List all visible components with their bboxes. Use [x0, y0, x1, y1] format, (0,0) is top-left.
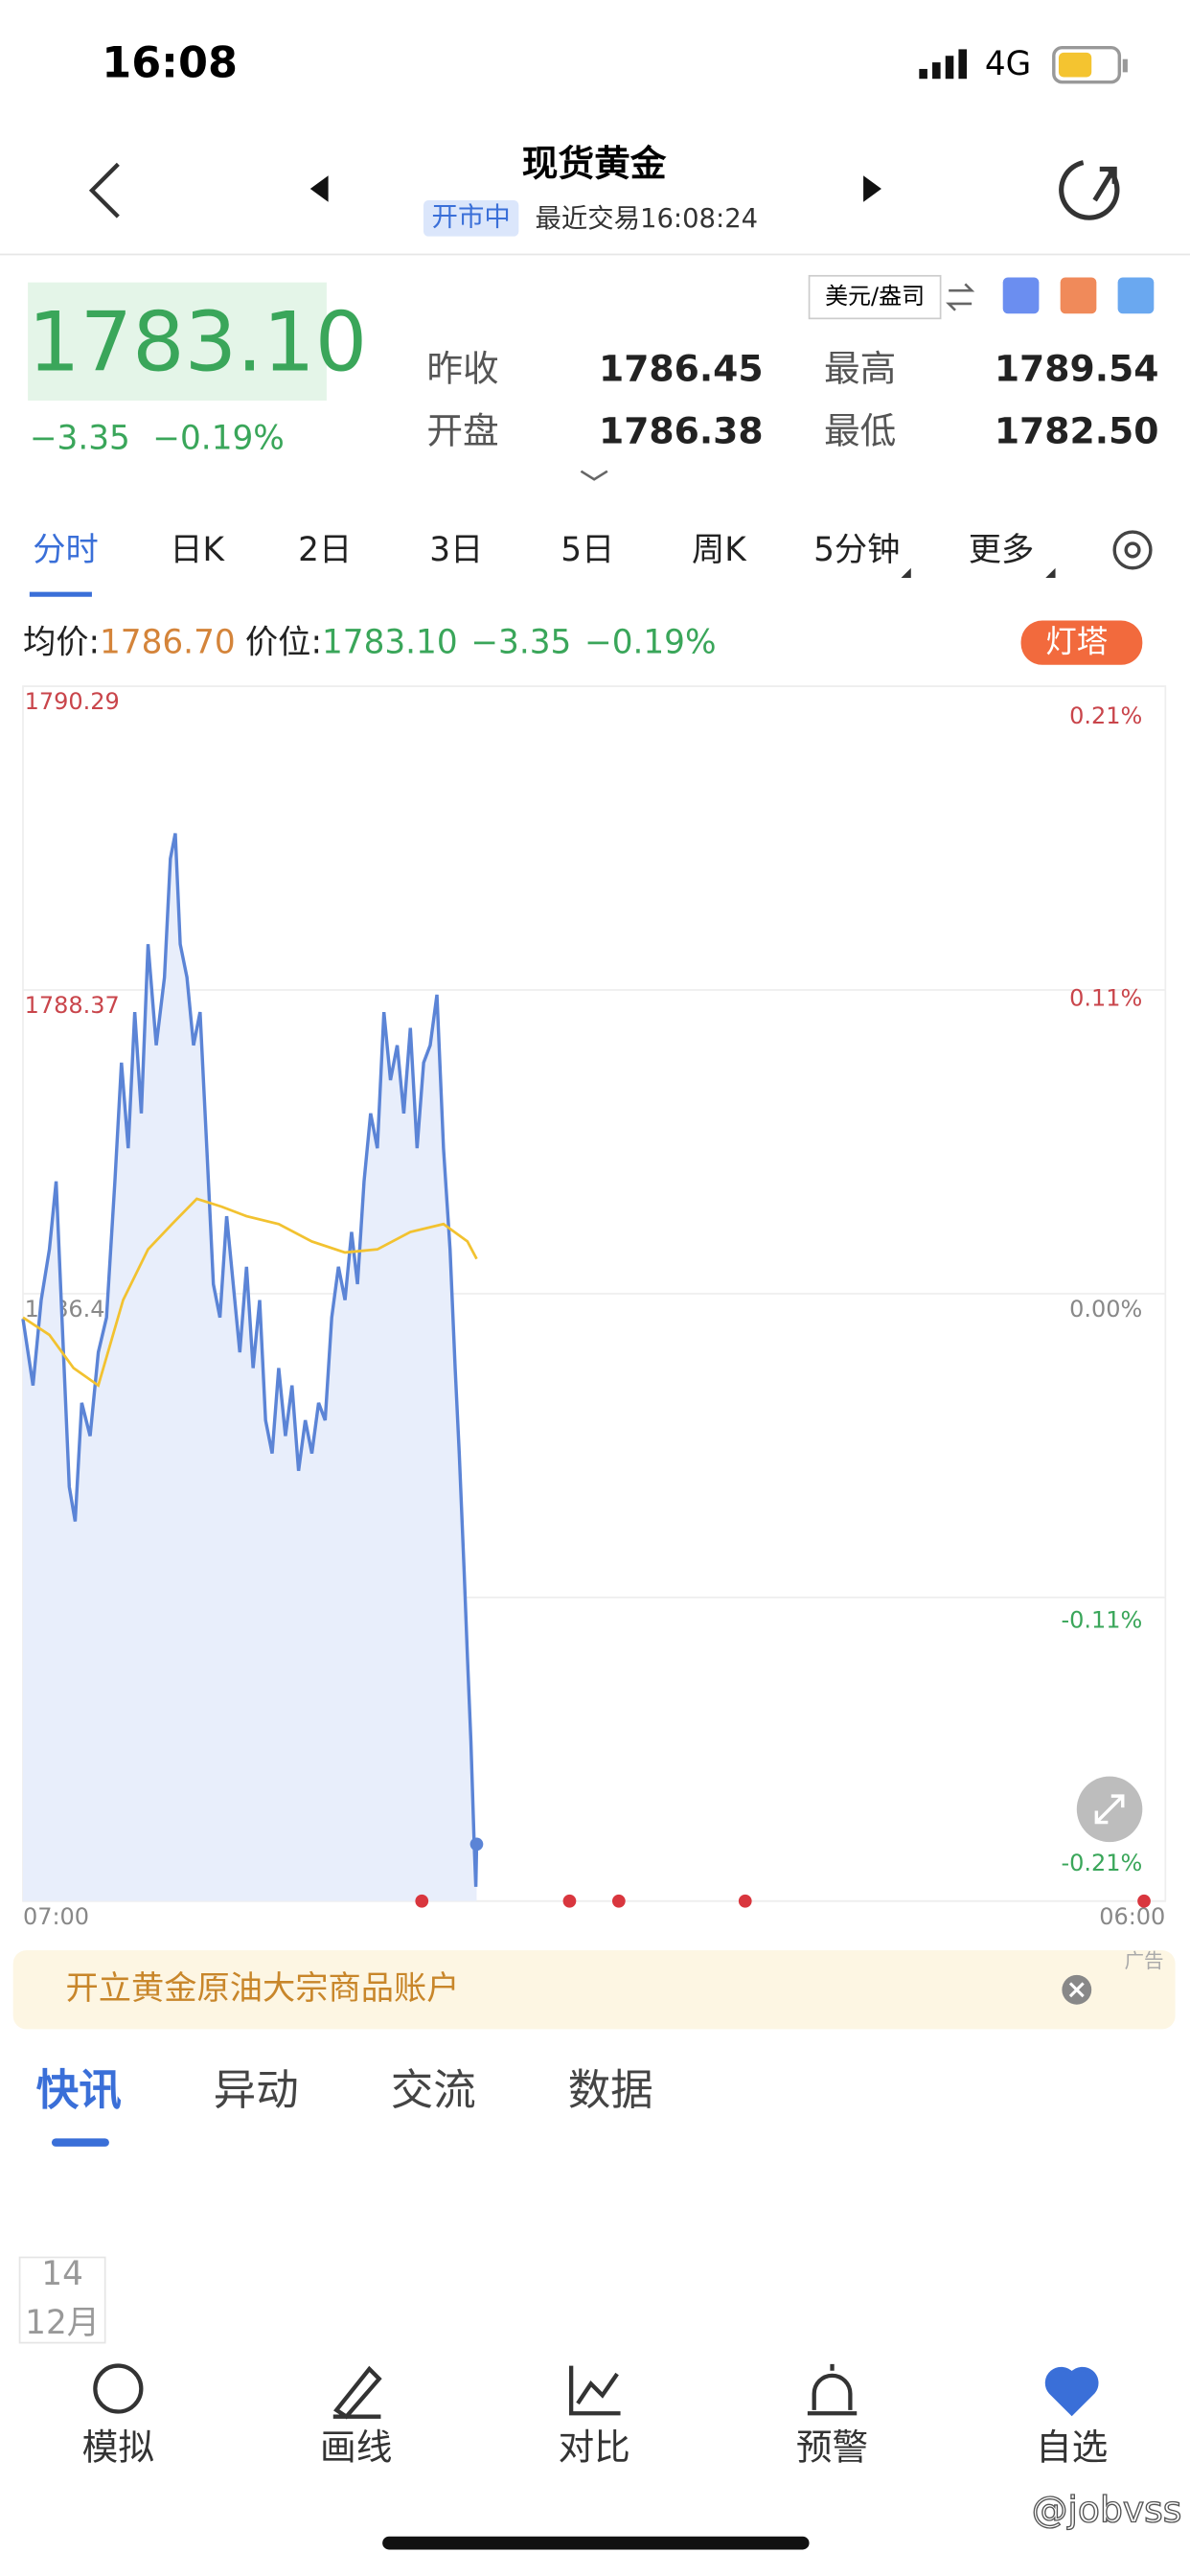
- nav-icon[interactable]: [807, 2363, 858, 2416]
- fullscreen-icon: [1094, 1794, 1125, 1825]
- y2-tick-label: 0.11%: [1069, 985, 1142, 1012]
- tab[interactable]: 5分钟: [813, 531, 900, 569]
- stat-label: 最低: [824, 410, 896, 452]
- prev-button[interactable]: [309, 175, 329, 202]
- expand-caret[interactable]: [580, 470, 608, 481]
- stat-label: 开盘: [426, 410, 498, 452]
- change-pct: −0.19%: [152, 420, 285, 458]
- nav-icon[interactable]: [1044, 2366, 1099, 2417]
- refresh-button[interactable]: [1059, 160, 1120, 220]
- tool-icon[interactable]: [1117, 277, 1155, 314]
- nav-icon[interactable]: [569, 2365, 621, 2416]
- ad-banner[interactable]: [12, 1950, 1176, 2030]
- chart: 1790.291788.371786.451784.531782.610.21%…: [21, 685, 1167, 1930]
- price-area: [22, 833, 477, 1901]
- tab[interactable]: 2日: [298, 531, 352, 569]
- status-badge: [423, 199, 519, 237]
- news-tab[interactable]: 异动: [214, 2065, 299, 2115]
- news-tabs: 快讯 异动 交流 数据: [36, 2065, 653, 2115]
- tab[interactable]: 更多: [969, 531, 1035, 569]
- nav-icons: [93, 2363, 1099, 2420]
- news-tab[interactable]: 快讯: [36, 2065, 122, 2115]
- price: 1783.10: [28, 295, 367, 391]
- nav-label[interactable]: 模拟: [82, 2426, 154, 2468]
- y-tick-label: 1790.29: [25, 688, 120, 715]
- unit: 美元/盎司: [825, 283, 925, 310]
- signal: [919, 49, 968, 80]
- back-button[interactable]: [88, 162, 120, 218]
- ad-tag: 广告: [1124, 1949, 1163, 1972]
- tab[interactable]: 5日: [561, 531, 614, 569]
- bottom-nav: 模拟 画线 对比 预警 自选: [82, 2426, 1109, 2468]
- market-status: 开市中: [432, 202, 511, 232]
- x-tick-label: 07:00: [23, 1903, 89, 1930]
- date-day: 14: [41, 2255, 83, 2293]
- y2-tick-label: 0.21%: [1069, 702, 1142, 729]
- news-tab[interactable]: 数据: [568, 2065, 653, 2115]
- home-indicator: [382, 2536, 810, 2550]
- tool-icon[interactable]: [1060, 277, 1097, 314]
- swap-icon[interactable]: [946, 283, 975, 311]
- avg-label: 均价:: [23, 623, 100, 661]
- x-tick-label: 06:00: [1099, 1903, 1165, 1930]
- nav-label[interactable]: 画线: [320, 2426, 392, 2468]
- tool-icon[interactable]: [1002, 277, 1040, 314]
- tab[interactable]: 日K: [170, 531, 225, 569]
- event-dots: [415, 1894, 1151, 1908]
- stats: 昨收 1786.45 最高 1789.54 开盘 1786.38 最低 1782.50: [426, 348, 1158, 452]
- change: −3.35: [30, 420, 130, 458]
- date-month: 12月: [25, 2304, 100, 2342]
- nav-icon[interactable]: [93, 2363, 144, 2414]
- y2-tick-label: -0.11%: [1062, 1606, 1143, 1633]
- news-tab[interactable]: 交流: [391, 2065, 476, 2115]
- y2-tick-label: -0.21%: [1062, 1850, 1143, 1876]
- legend-pct: −0.19%: [584, 623, 717, 661]
- battery: [1052, 45, 1128, 84]
- nav-label[interactable]: 对比: [558, 2426, 629, 2468]
- stat-value: 1782.50: [995, 410, 1159, 452]
- legend-change: −3.35: [470, 623, 571, 661]
- badge[interactable]: [1020, 620, 1143, 665]
- tab-caret: [1045, 567, 1056, 579]
- badge-text: 灯塔: [1045, 624, 1108, 660]
- y2-tick-label: 0.00%: [1069, 1296, 1142, 1322]
- price-label: 价位:: [245, 623, 322, 661]
- stat-value: 1786.38: [599, 410, 764, 452]
- ad-close-icon: [1068, 1982, 1085, 1998]
- legend: 均价:1786.70 价位:1783.10 −3.35 −0.19%: [23, 623, 717, 661]
- nav-icon[interactable]: [332, 2365, 382, 2420]
- title: 现货黄金: [522, 143, 667, 185]
- tabs: 分时 日K 2日 3日 5日 周K 5分钟 更多: [33, 531, 1056, 579]
- y-tick-label: 1788.37: [25, 992, 120, 1019]
- price-value: 1783.10: [322, 623, 458, 661]
- avg-line: [22, 1197, 478, 1388]
- next-button[interactable]: [863, 175, 881, 202]
- last-trade: 最近交易16:08:24: [535, 204, 758, 234]
- stat-label: 昨收: [426, 348, 498, 390]
- tab[interactable]: 3日: [429, 531, 483, 569]
- stat-value: 1786.45: [599, 348, 764, 390]
- unit-box[interactable]: [808, 274, 942, 320]
- tab[interactable]: 分时: [33, 531, 99, 569]
- tab[interactable]: 周K: [692, 531, 747, 569]
- price-highlight: [28, 282, 327, 401]
- clock: 16:08: [102, 38, 238, 88]
- watermark: @jobvss: [1032, 2489, 1182, 2531]
- avg-value: 1786.70: [100, 623, 236, 661]
- stat-value: 1789.54: [995, 348, 1159, 390]
- stat-label: 最高: [824, 348, 896, 390]
- tab-caret: [901, 567, 911, 579]
- nav-label[interactable]: 自选: [1036, 2426, 1108, 2468]
- ad-text: 开立黄金原油大宗商品账户: [66, 1969, 460, 2008]
- price-line: [21, 833, 479, 1887]
- network: 4G: [985, 45, 1031, 83]
- settings-button[interactable]: [1112, 530, 1153, 570]
- date-box: [18, 2256, 106, 2344]
- nav-label[interactable]: 预警: [796, 2426, 868, 2468]
- last-point: [469, 1837, 484, 1852]
